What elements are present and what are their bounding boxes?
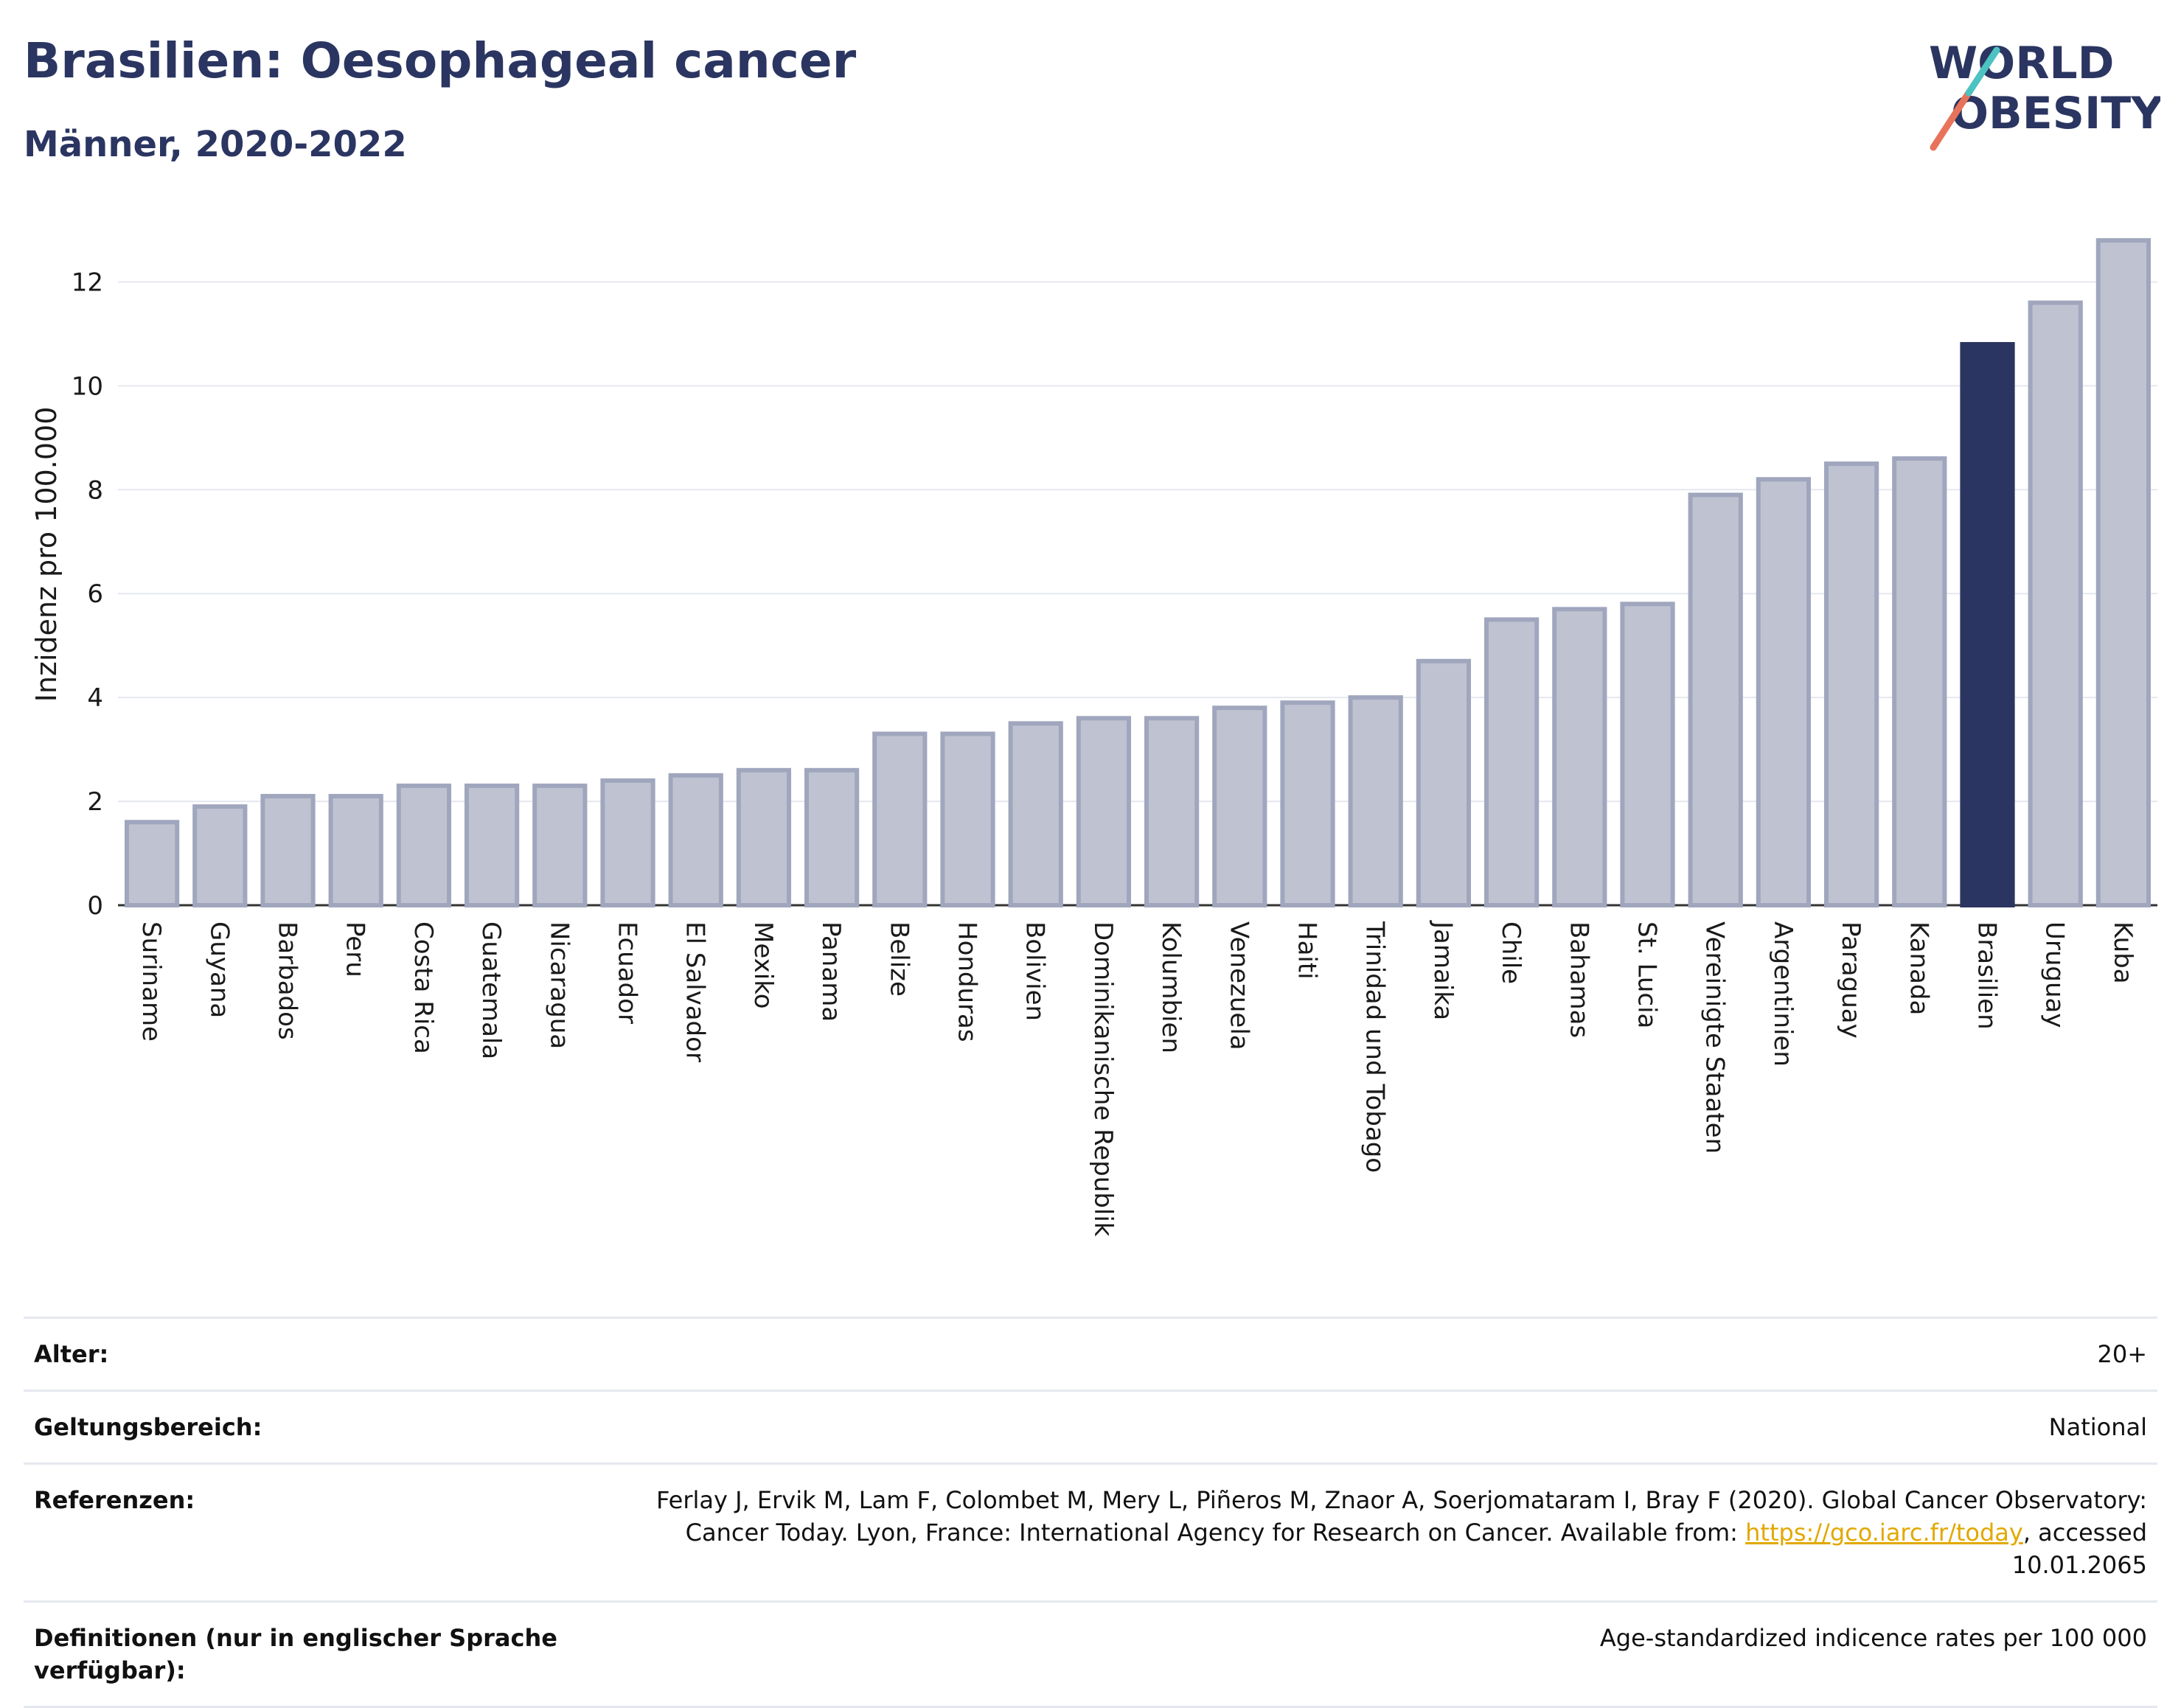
bar-kolumbien <box>1144 716 1200 907</box>
x-tick-label: Vereinigte Staaten <box>1700 921 1730 1154</box>
x-tick-label: Suriname <box>136 921 166 1042</box>
bar-bolivien <box>1008 721 1063 908</box>
world-obesity-logo: WORLD OBESITY <box>1929 38 2160 151</box>
logo-word-1: WORLD <box>1929 38 2114 89</box>
x-tick-label: Kuba <box>2108 921 2137 984</box>
x-tick-label: Kolumbien <box>1156 921 1186 1053</box>
bar-st-lucia <box>1620 602 1675 907</box>
x-tick-label: St. Lucia <box>1632 921 1662 1028</box>
bar-kanada <box>1892 456 1947 907</box>
age-label: Alter: <box>34 1340 109 1368</box>
x-tick-label: Honduras <box>953 921 982 1042</box>
x-tick-label: Panama <box>816 921 846 1022</box>
x-tick-label: Uruguay <box>2040 921 2070 1028</box>
info-row-scope: Geltungsbereich: National <box>24 1390 2157 1463</box>
bar-costa-rica <box>396 783 452 908</box>
x-tick-label: Haiti <box>1293 921 1322 980</box>
bar-nicaragua <box>532 783 588 908</box>
age-value: 20+ <box>2097 1340 2147 1368</box>
references-value: Ferlay J, Ervik M, Lam F, Colombet M, Me… <box>636 1484 2147 1581</box>
definitions-value: Age-standardized indicence rates per 100… <box>1599 1624 2147 1652</box>
references-label: Referenzen: <box>34 1486 195 1514</box>
bar-guyana <box>192 804 248 907</box>
y-tick-label: 2 <box>87 787 103 817</box>
y-tick-label: 8 <box>87 475 103 505</box>
x-tick-label: Belize <box>884 921 914 997</box>
bar-mexiko <box>736 767 792 908</box>
bar-belize <box>872 731 928 907</box>
bar-argentinien <box>1756 477 1812 907</box>
bar-jamaika <box>1416 658 1472 907</box>
references-link[interactable]: https://gco.iarc.fr/today <box>1745 1519 2023 1547</box>
x-tick-label: Dominikanische Republik <box>1088 921 1118 1237</box>
x-tick-label: Bolivien <box>1020 921 1050 1021</box>
x-tick-label: Bahamas <box>1564 921 1593 1038</box>
x-tick-label: Argentinien <box>1768 921 1798 1067</box>
y-tick-label: 0 <box>87 891 103 921</box>
y-tick-label: 6 <box>87 579 103 609</box>
y-tick-label: 4 <box>87 683 103 713</box>
info-row-references: Referenzen: Ferlay J, Ervik M, Lam F, Co… <box>24 1463 2157 1600</box>
x-tick-label: Nicaragua <box>544 921 574 1049</box>
page-title: Brasilien: Oesophageal cancer <box>24 32 857 89</box>
x-tick-label: Paraguay <box>1836 921 1865 1039</box>
x-tick-label: El Salvador <box>681 921 710 1062</box>
bar-honduras <box>940 731 995 907</box>
x-tick-label: Peru <box>341 921 370 977</box>
bar-el-salvador <box>668 773 723 908</box>
bar-barbados <box>260 794 316 907</box>
bar-panama <box>804 767 860 908</box>
bar-haiti <box>1280 700 1335 907</box>
bar-brasilien <box>1960 342 2015 907</box>
y-axis-label: Inzidenz pro 100.000 <box>30 407 63 703</box>
x-tick-label: Guatemala <box>476 921 506 1059</box>
x-tick-label: Barbados <box>273 921 302 1040</box>
x-tick-label: Mexiko <box>748 921 778 1009</box>
info-table: Alter: 20+ Geltungsbereich: National Ref… <box>24 1317 2157 1708</box>
bar-trinidad-und-tobago <box>1348 695 1403 908</box>
bar-dominikanische-republik <box>1076 716 1132 907</box>
x-tick-label: Venezuela <box>1224 921 1253 1050</box>
x-tick-label: Costa Rica <box>408 921 438 1054</box>
x-tick-label: Chile <box>1496 921 1526 984</box>
x-tick-label: Guyana <box>204 921 234 1018</box>
info-row-age: Alter: 20+ <box>24 1317 2157 1390</box>
scope-label: Geltungsbereich: <box>34 1413 262 1441</box>
logo-word-2: OBESITY <box>1951 88 2160 139</box>
x-tick-label: Trinidad und Tobago <box>1360 921 1390 1173</box>
bar-ecuador <box>600 778 655 908</box>
bar-chile <box>1483 617 1540 907</box>
bar-vereinigte-staaten <box>1688 492 1743 907</box>
y-tick-label: 10 <box>72 372 103 401</box>
x-tick-label: Brasilien <box>1972 921 2002 1030</box>
bar-venezuela <box>1212 705 1267 907</box>
references-text: Ferlay J, Ervik M, Lam F, Colombet M, Me… <box>656 1486 2147 1547</box>
scope-value: National <box>2048 1413 2147 1441</box>
bar-chart: 0 2 4 6 8 10 12 Suriname Guyana Barbados Peru Cost… <box>30 238 2157 1237</box>
bar-guatemala <box>464 783 520 908</box>
definitions-label: Definitionen (nur in englischer Sprache … <box>34 1624 557 1684</box>
bar-bahamas <box>1552 607 1607 907</box>
x-tick-label: Kanada <box>1904 921 1933 1015</box>
references-accessed: , accessed 10.01.2065 <box>2011 1519 2147 1579</box>
page-subtitle: Männer, 2020-2022 <box>24 124 407 165</box>
bar-paraguay <box>1823 461 1879 907</box>
bar-kuba <box>2095 238 2152 908</box>
info-row-definitions: Definitionen (nur in englischer Sprache … <box>24 1600 2157 1708</box>
bar-suriname <box>124 820 180 908</box>
x-tick-label: Ecuador <box>613 921 642 1024</box>
y-tick-label: 12 <box>72 268 103 297</box>
x-tick-label: Jamaika <box>1428 920 1458 1020</box>
bar-uruguay <box>2028 300 2083 907</box>
bar-peru <box>328 794 383 907</box>
